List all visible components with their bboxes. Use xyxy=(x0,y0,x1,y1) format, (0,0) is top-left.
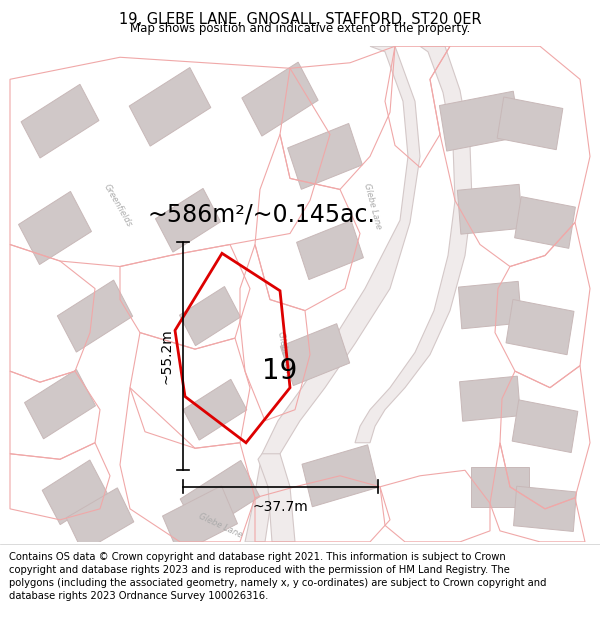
Polygon shape xyxy=(42,460,108,524)
Polygon shape xyxy=(497,97,563,150)
Polygon shape xyxy=(471,467,529,507)
Polygon shape xyxy=(296,221,364,279)
Polygon shape xyxy=(183,379,247,440)
Text: Glebe Lane: Glebe Lane xyxy=(197,511,244,539)
Polygon shape xyxy=(439,91,521,151)
Polygon shape xyxy=(458,281,521,329)
Polygon shape xyxy=(242,62,318,136)
Polygon shape xyxy=(163,486,238,554)
Polygon shape xyxy=(25,369,95,439)
Text: Greenfields: Greenfields xyxy=(102,183,134,229)
Polygon shape xyxy=(258,454,295,542)
Polygon shape xyxy=(460,376,520,421)
Polygon shape xyxy=(19,191,91,264)
Polygon shape xyxy=(287,124,362,189)
Polygon shape xyxy=(514,486,577,531)
Text: Contains OS data © Crown copyright and database right 2021. This information is : Contains OS data © Crown copyright and d… xyxy=(9,552,547,601)
Polygon shape xyxy=(155,188,221,252)
Polygon shape xyxy=(515,197,575,248)
Polygon shape xyxy=(179,286,241,346)
Polygon shape xyxy=(58,280,133,352)
Text: 19: 19 xyxy=(262,357,298,385)
Polygon shape xyxy=(512,400,578,452)
Polygon shape xyxy=(280,324,350,386)
Polygon shape xyxy=(302,445,378,507)
Polygon shape xyxy=(355,46,472,442)
Polygon shape xyxy=(129,68,211,146)
Polygon shape xyxy=(457,184,523,234)
Text: ~37.7m: ~37.7m xyxy=(253,500,308,514)
Text: Map shows position and indicative extent of the property.: Map shows position and indicative extent… xyxy=(130,22,470,34)
Polygon shape xyxy=(21,84,99,158)
Text: ~55.2m: ~55.2m xyxy=(159,328,173,384)
Polygon shape xyxy=(180,461,260,535)
Polygon shape xyxy=(506,299,574,355)
Text: Glebe Lane: Glebe Lane xyxy=(277,331,293,379)
Text: ~586m²/~0.145ac.: ~586m²/~0.145ac. xyxy=(148,202,376,227)
Text: 19, GLEBE LANE, GNOSALL, STAFFORD, ST20 0ER: 19, GLEBE LANE, GNOSALL, STAFFORD, ST20 … xyxy=(119,11,481,26)
Polygon shape xyxy=(245,46,420,542)
Text: Glebe Lane: Glebe Lane xyxy=(362,182,383,230)
Polygon shape xyxy=(66,488,134,552)
